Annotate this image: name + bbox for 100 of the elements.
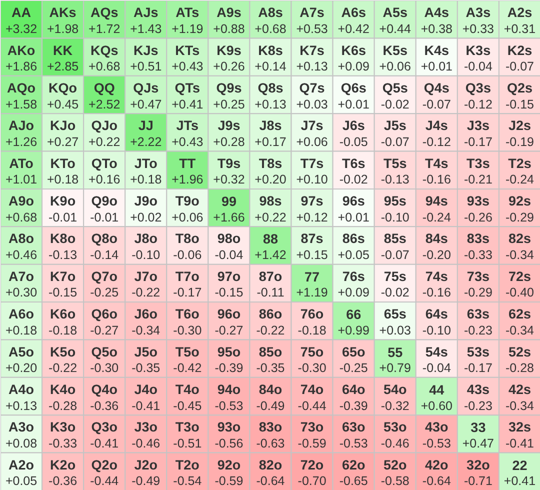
annotation: Q8s: [258, 80, 284, 96]
annotation: 62o: [342, 457, 366, 472]
annotation: J2o: [134, 457, 158, 472]
annotation: KJs: [134, 42, 158, 58]
data-label: -0.59: [298, 436, 326, 451]
annotation: Q7s: [299, 80, 325, 96]
annotation: 92s: [508, 194, 531, 209]
annotation: 43s: [466, 382, 490, 397]
data-label: +0.28: [213, 134, 245, 149]
data-label: -0.53: [214, 398, 244, 413]
data-label: -0.04: [422, 361, 451, 376]
annotation: 32o: [466, 457, 490, 472]
data-label: -0.14: [90, 248, 119, 262]
annotation: A4o: [8, 382, 34, 397]
annotation: Q3s: [465, 80, 491, 96]
data-label: +1.19: [172, 22, 204, 36]
data-label: +0.22: [88, 134, 120, 149]
annotation: 72s: [508, 268, 531, 284]
annotation: Q5s: [382, 80, 408, 96]
data-label: +1.58: [5, 97, 38, 112]
annotation: AQo: [7, 80, 36, 96]
data-label: -0.10: [422, 323, 451, 338]
data-label: -0.29: [464, 286, 492, 300]
data-label: -0.44: [90, 474, 119, 488]
annotation: 62s: [508, 306, 531, 322]
annotation: K2s: [507, 42, 532, 58]
annotation: 53o: [383, 420, 407, 435]
data-label: +3.32: [5, 22, 38, 36]
data-label: -0.04: [464, 60, 492, 74]
annotation: K5o: [50, 344, 76, 360]
data-label: +0.45: [46, 97, 79, 112]
annotation: K3o: [50, 420, 76, 435]
annotation: J3s: [466, 118, 490, 134]
data-label: +0.09: [338, 286, 370, 300]
annotation: JTo: [134, 156, 158, 171]
annotation: 65s: [384, 306, 406, 322]
annotation: J4o: [134, 382, 158, 397]
annotation: QTo: [91, 156, 118, 171]
annotation: Q4s: [424, 80, 450, 96]
annotation: 76s: [342, 268, 365, 284]
data-label: -0.65: [339, 474, 368, 488]
data-label: -0.35: [256, 361, 285, 376]
data-label: -0.15: [214, 286, 244, 300]
annotation: AA: [12, 5, 32, 20]
annotation: T4s: [425, 156, 448, 171]
annotation: T9o: [175, 194, 200, 209]
data-label: -0.07: [422, 97, 451, 112]
data-label: -0.24: [422, 210, 451, 224]
data-label: +0.51: [130, 60, 162, 74]
annotation: A3o: [8, 420, 34, 435]
annotation: QJo: [91, 118, 118, 134]
annotation: 97o: [217, 268, 241, 284]
data-label: -0.01: [48, 210, 78, 224]
annotation: K9o: [50, 194, 76, 209]
annotation: KJo: [50, 118, 76, 134]
annotation: 42s: [508, 382, 531, 397]
annotation: K7o: [50, 268, 76, 284]
annotation: J8o: [134, 231, 158, 246]
data-label: -0.53: [339, 436, 368, 451]
data-label: -0.06: [173, 248, 202, 262]
data-label: +0.03: [379, 323, 411, 338]
data-label: +0.06: [379, 60, 411, 74]
data-label: -0.13: [48, 248, 78, 262]
annotation: 96s: [342, 194, 365, 209]
data-label: +0.14: [254, 60, 286, 74]
annotation: 76o: [300, 306, 324, 322]
annotation: Q2o: [91, 457, 118, 472]
annotation: 63s: [466, 306, 490, 322]
data-label: +0.05: [5, 474, 38, 488]
data-label: +0.27: [46, 134, 79, 149]
annotation: 64s: [425, 306, 448, 322]
annotation: KTs: [175, 42, 200, 58]
annotation: 83s: [466, 231, 490, 246]
data-label: +0.06: [172, 210, 204, 224]
annotation: T8s: [258, 156, 282, 171]
annotation: J6o: [134, 306, 158, 322]
data-label: +0.15: [296, 248, 328, 262]
annotation: A5o: [8, 344, 34, 360]
data-label: +0.44: [379, 22, 411, 36]
annotation: 63o: [342, 420, 366, 435]
data-label: -0.22: [256, 323, 285, 338]
data-label: -0.64: [256, 474, 285, 488]
data-label: -0.64: [422, 474, 451, 488]
annotation: A7s: [300, 5, 324, 20]
data-label: +0.13: [296, 60, 328, 74]
annotation: K2o: [50, 457, 76, 472]
annotation: T3o: [175, 420, 200, 435]
annotation: 52s: [508, 344, 531, 360]
annotation: J2s: [508, 118, 531, 134]
annotation: JTs: [176, 118, 199, 134]
annotation: 64o: [342, 382, 366, 397]
annotation: Q5o: [91, 344, 118, 360]
annotation: 99: [221, 194, 236, 210]
annotation: 96o: [217, 306, 241, 322]
data-label: -0.36: [48, 474, 78, 488]
annotation: K4o: [50, 382, 76, 397]
data-label: -0.34: [132, 323, 160, 338]
data-label: -0.33: [48, 436, 78, 451]
annotation: T5s: [383, 156, 407, 171]
data-label: -0.28: [505, 361, 534, 376]
